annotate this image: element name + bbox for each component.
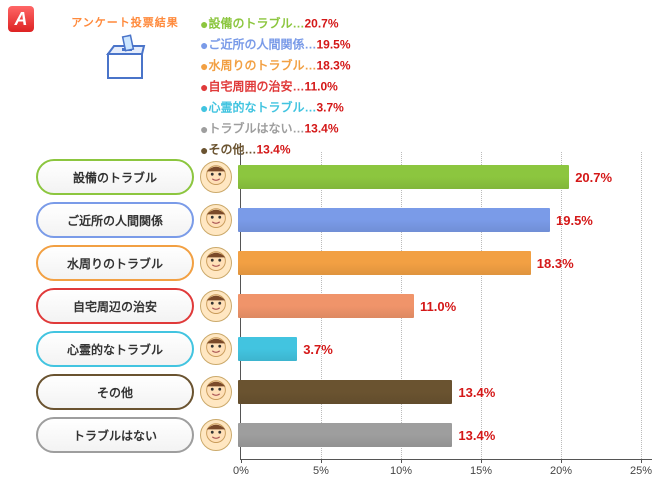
legend: ●設備のトラブル…20.7%●ご近所の人間関係…19.5%●水周りのトラブル…1… [200,14,351,161]
chart-row: 設備のトラブル 20.7% [36,158,656,196]
x-tick-label: 20% [550,465,572,477]
bar-zone: 18.3% [238,245,638,281]
legend-label: ご近所の人間関係… [208,38,316,52]
legend-pct: 20.7% [304,17,338,31]
answer-badge: A [8,6,34,32]
bar-pct-label: 13.4% [458,428,495,443]
legend-pct: 19.5% [316,38,350,52]
legend-item: ●ご近所の人間関係…19.5% [200,35,351,56]
legend-pct: 13.4% [256,143,290,157]
bar [238,294,414,318]
legend-label: 水周りのトラブル… [208,59,316,73]
legend-item: ●トラブルはない…13.4% [200,119,351,140]
avatar-icon [200,247,232,279]
chart-row: 水周りのトラブル 18.3% [36,244,656,282]
x-tick-label: 10% [390,465,412,477]
x-tick-label: 0% [233,465,249,477]
chart-row: トラブルはない 13.4% [36,416,656,454]
tick-mark [481,459,482,463]
legend-label: 心霊的なトラブル… [208,101,316,115]
legend-pct: 11.0% [304,80,337,94]
legend-label: トラブルはない… [208,122,304,136]
x-tick-label: 15% [470,465,492,477]
x-tick-label: 5% [313,465,329,477]
bar-pct-label: 3.7% [303,342,333,357]
tick-mark [401,459,402,463]
chart-row: 自宅周辺の治安 11.0% [36,287,656,325]
legend-label: その他… [208,143,256,157]
avatar-icon [200,290,232,322]
bar-zone: 13.4% [238,417,638,453]
bar-pct-label: 19.5% [556,213,593,228]
category-pill: トラブルはない [36,417,194,453]
tick-mark [241,459,242,463]
poll-header: アンケート投票結果 [70,14,180,82]
avatar-icon [200,376,232,408]
legend-pct: 18.3% [316,59,350,73]
category-pill: 心霊的なトラブル [36,331,194,367]
bar-pct-label: 13.4% [458,385,495,400]
avatar-icon [200,419,232,451]
bar-pct-label: 20.7% [575,170,612,185]
bar [238,380,452,404]
legend-item: ●心霊的なトラブル…3.7% [200,98,351,119]
bar-zone: 11.0% [238,288,638,324]
poll-title: アンケート投票結果 [70,14,180,30]
bar-zone: 19.5% [238,202,638,238]
bar-pct-label: 11.0% [420,299,456,314]
legend-label: 自宅周囲の治安… [208,80,304,94]
legend-item: ●設備のトラブル…20.7% [200,14,351,35]
legend-item: ●水周りのトラブル…18.3% [200,56,351,77]
category-pill: 水周りのトラブル [36,245,194,281]
chart-row: 心霊的なトラブル 3.7% [36,330,656,368]
tick-mark [321,459,322,463]
bar-pct-label: 18.3% [537,256,574,271]
bar [238,208,550,232]
chart-row: その他 13.4% [36,373,656,411]
category-pill: その他 [36,374,194,410]
avatar-icon [200,204,232,236]
bar-zone: 3.7% [238,331,638,367]
avatar-icon [200,333,232,365]
bar [238,337,297,361]
legend-label: 設備のトラブル… [208,17,304,31]
x-tick-label: 25% [630,465,652,477]
bar [238,165,569,189]
chart-area: 設備のトラブル 20.7% ご近所の人間関係 19.5% 水周りのトラブル 18.3% 自宅… [36,158,656,459]
bar-zone: 13.4% [238,374,638,410]
legend-pct: 3.7% [316,101,343,115]
bar [238,251,531,275]
bar [238,423,452,447]
legend-pct: 13.4% [304,122,338,136]
tick-mark [561,459,562,463]
bar-zone: 20.7% [238,159,638,195]
tick-mark [641,459,642,463]
category-pill: ご近所の人間関係 [36,202,194,238]
chart-row: ご近所の人間関係 19.5% [36,201,656,239]
category-pill: 設備のトラブル [36,159,194,195]
ballot-box-icon [100,32,150,82]
legend-item: ●自宅周囲の治安…11.0% [200,77,351,98]
category-pill: 自宅周辺の治安 [36,288,194,324]
avatar-icon [200,161,232,193]
